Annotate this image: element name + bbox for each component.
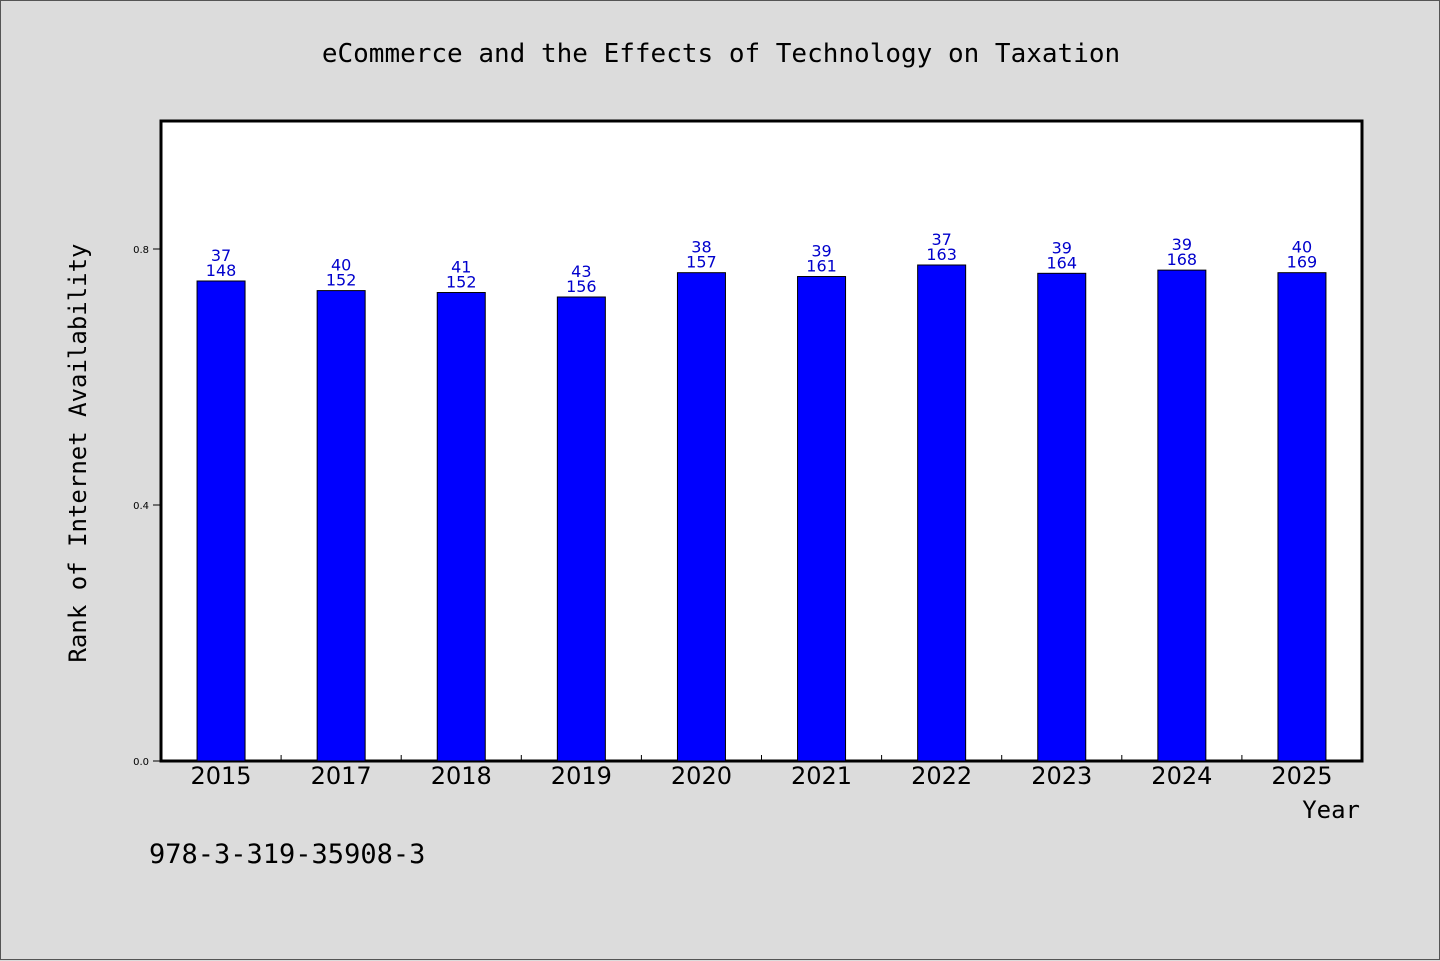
bar-label-upper-2019: 43 [571,262,591,281]
x-tick-label-2021: 2021 [791,762,852,790]
y-tick-label: 0.8 [133,245,149,256]
x-tick-label-2025: 2025 [1271,762,1332,790]
bar-label-lower-2022: 163 [926,245,957,264]
bar-label-upper-2017: 40 [331,256,351,275]
x-tick-label-2017: 2017 [311,762,372,790]
x-tick-label-2020: 2020 [671,762,732,790]
y-tick-label: 0.0 [133,757,149,768]
bar-label-lower-2020: 157 [686,253,717,272]
bar-label-upper-2021: 39 [811,242,831,261]
bar-2018 [436,292,486,762]
x-tick-label-2023: 2023 [1031,762,1092,790]
bar-label-lower-2024: 168 [1167,250,1198,269]
bar-label-lower-2019: 156 [566,277,597,296]
axis-ticks: 2015 2017 2018 2019 2020 2021 2022 2023 2024 2025… [133,245,1332,790]
bar-label-upper-2018: 41 [451,258,471,277]
bar-label-upper-2025: 40 [1292,238,1312,257]
bar-label-lower-2017: 152 [326,271,357,290]
bar-label-lower-2018: 152 [446,273,477,292]
bar-2015 [196,280,246,762]
bar-label-upper-2015: 37 [211,246,231,265]
bar-2019 [556,296,606,762]
x-tick-label-2024: 2024 [1151,762,1212,790]
bars [196,264,1327,762]
x-axis-label: Year [1302,796,1360,824]
bar-label-lower-2025: 169 [1287,253,1318,272]
bar-2024 [1157,269,1207,762]
bar-label-upper-2024: 39 [1172,235,1192,254]
x-tick-label-2018: 2018 [431,762,492,790]
bar-label-upper-2020: 38 [691,238,711,257]
bar-2017 [316,290,366,762]
isbn-text: 978-3-319-35908-3 [149,839,425,870]
bar-2023 [1037,272,1087,762]
y-axis-label: Rank of Internet Availability [64,243,92,662]
bar-label-lower-2021: 161 [806,257,837,276]
bar-2020 [676,272,726,762]
chart-title: eCommerce and the Effects of Technology … [322,39,1120,69]
bar-label-lower-2015: 148 [206,261,237,280]
y-tick-label: 0.4 [133,501,149,512]
bar-2025 [1277,272,1327,762]
x-tick-label-2022: 2022 [911,762,972,790]
bar-2022 [917,264,967,762]
bar-label-lower-2023: 164 [1046,253,1077,272]
bar-label-upper-2022: 37 [931,230,951,249]
x-tick-label-2019: 2019 [551,762,612,790]
bar-2021 [797,276,847,762]
x-tick-label-2015: 2015 [191,762,252,790]
bar-label-upper-2023: 39 [1052,238,1072,257]
